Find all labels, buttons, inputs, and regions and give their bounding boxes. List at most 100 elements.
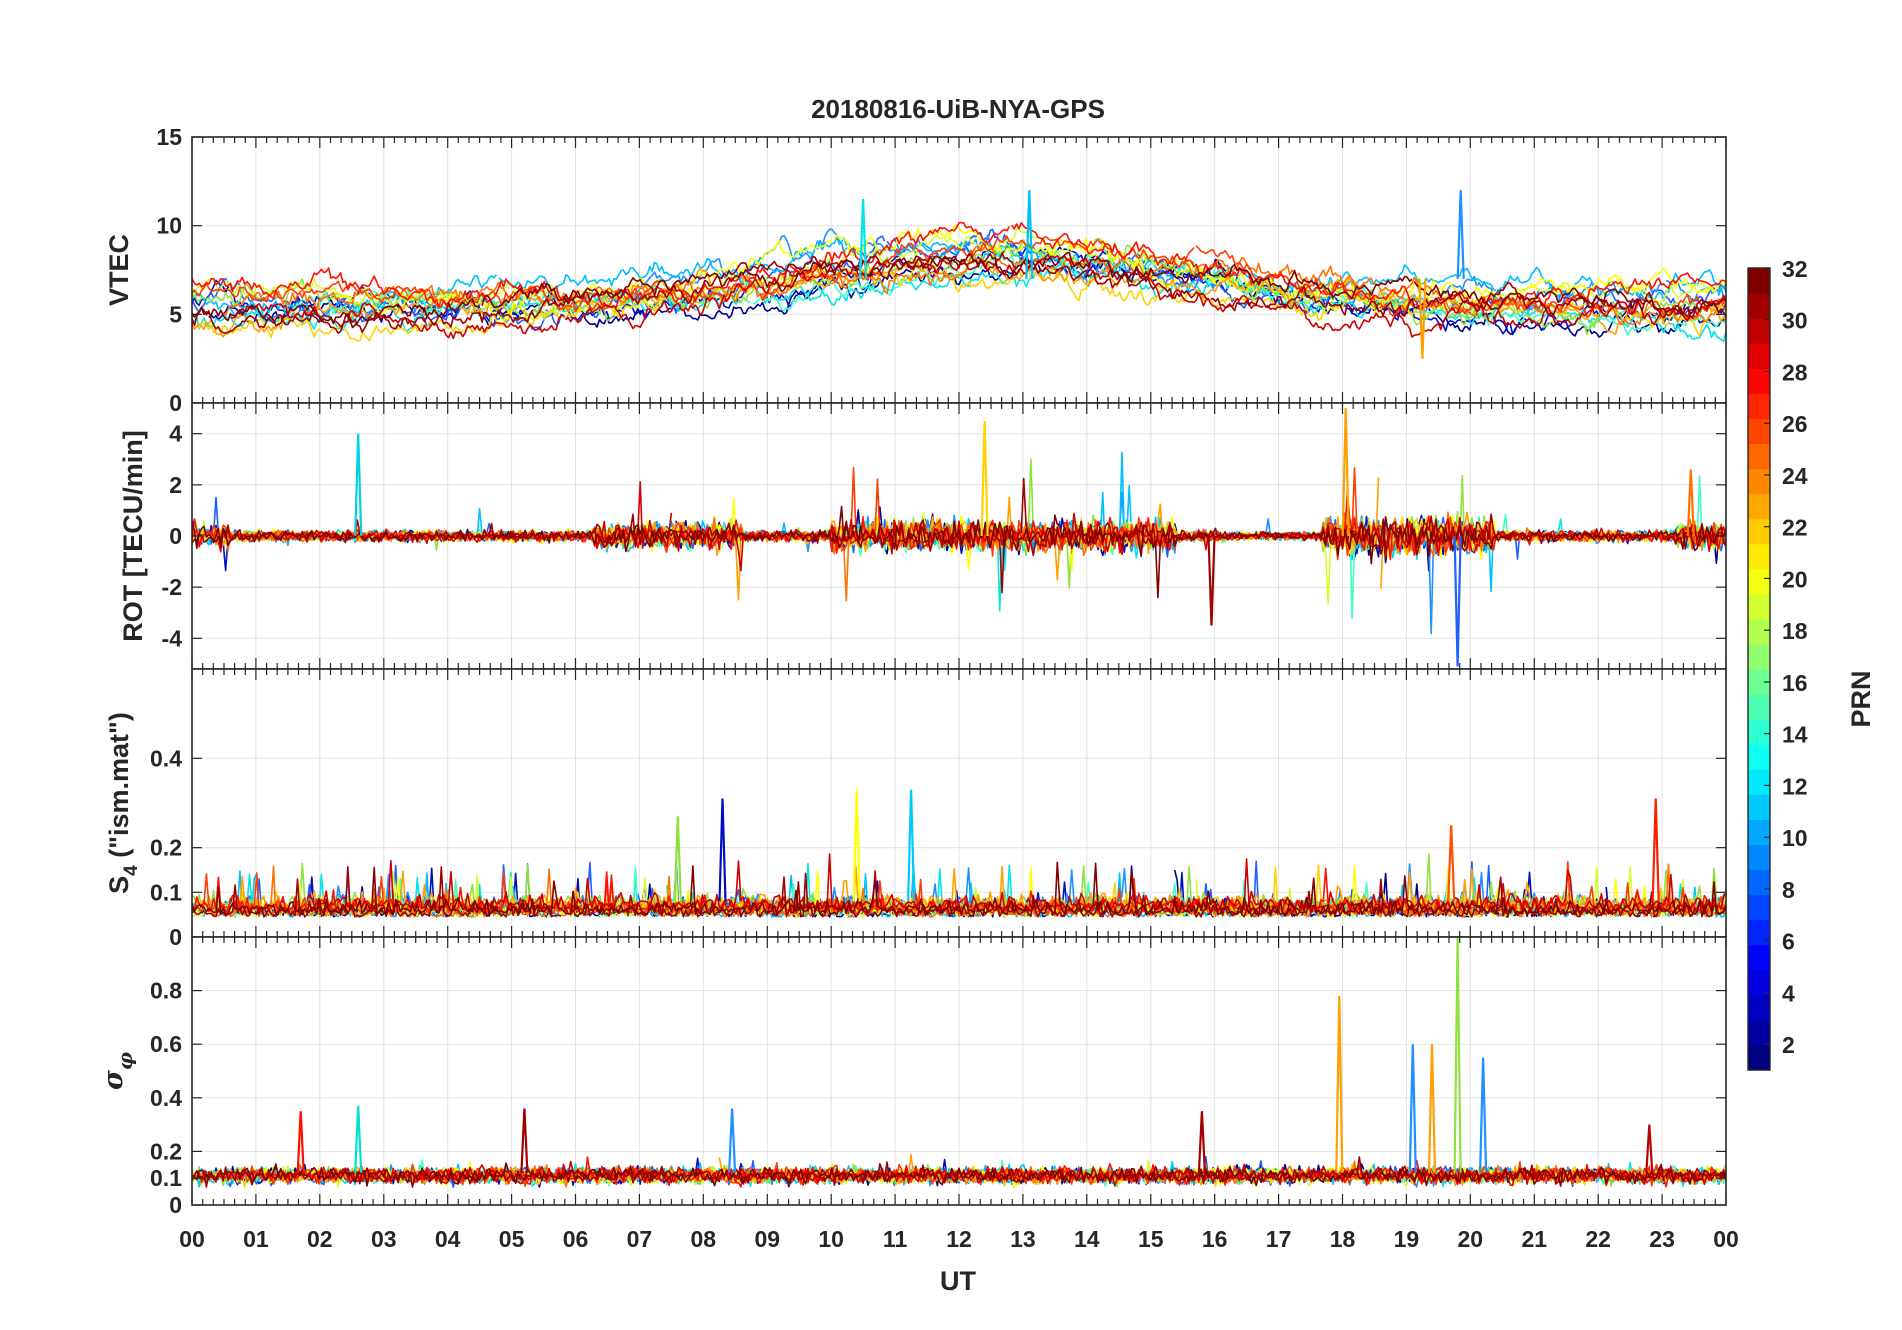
colorbar-segment xyxy=(1748,593,1770,620)
colorbar-segment xyxy=(1748,844,1770,871)
colorbar-tick-label: 24 xyxy=(1782,463,1808,489)
x-ticks xyxy=(191,937,1727,1205)
event-spike xyxy=(1427,1044,1437,1173)
event-spike xyxy=(852,789,861,902)
colorbar-segment xyxy=(1748,268,1770,294)
series-line xyxy=(563,872,1181,918)
colorbar-tick-label: 10 xyxy=(1782,825,1808,851)
x-tick-label: 10 xyxy=(818,1226,844,1252)
x-tick-label: 09 xyxy=(755,1226,781,1252)
colorbar-segment xyxy=(1748,794,1770,820)
event-spike xyxy=(980,420,989,537)
colorbar-segment xyxy=(1748,493,1770,520)
series-line xyxy=(208,865,598,918)
series-line xyxy=(889,228,1279,293)
event-spike xyxy=(296,1111,305,1173)
colorbar-segment xyxy=(1748,669,1770,695)
x-tick-label: 18 xyxy=(1330,1226,1356,1252)
panel-series xyxy=(192,937,1726,1189)
colorbar-segment xyxy=(1748,994,1770,1021)
colorbar-tick-label: 18 xyxy=(1782,618,1808,644)
x-tick-label: 13 xyxy=(1010,1226,1036,1252)
colorbar-segment xyxy=(1748,894,1770,921)
event-spike xyxy=(859,199,868,279)
y-tick-label: 0.2 xyxy=(150,835,182,861)
series-line xyxy=(192,267,680,309)
event-spike xyxy=(728,1108,737,1173)
colorbar-tick-label: 4 xyxy=(1782,980,1795,1006)
series-line xyxy=(192,865,562,918)
colorbar-tick-label: 16 xyxy=(1782,670,1808,696)
y-tick-label: 0.4 xyxy=(150,1085,182,1111)
x-axis-label: UT xyxy=(940,1266,976,1296)
x-tick-label: 14 xyxy=(1074,1226,1100,1252)
event-spike xyxy=(1456,190,1465,279)
colorbar-segment xyxy=(1748,719,1770,745)
series-line xyxy=(192,298,480,329)
series-line xyxy=(230,301,564,340)
y-tick-label: 2 xyxy=(169,472,182,498)
series-line xyxy=(192,520,562,550)
series-line xyxy=(886,514,1726,599)
event-spike xyxy=(1418,278,1427,359)
panel-vtec: 0 5 10 15 VTEC xyxy=(104,124,1727,416)
event-spike xyxy=(673,816,682,902)
y-tick-label: 0.1 xyxy=(150,1165,182,1191)
series-line xyxy=(1528,296,1726,337)
y-tick-label: 15 xyxy=(156,124,182,150)
colorbar-segment xyxy=(1748,543,1770,570)
colorbar-tick-label: 28 xyxy=(1782,360,1808,386)
y-tick-label: 0.4 xyxy=(150,745,182,771)
y-tick-label: 0 xyxy=(169,1192,182,1218)
x-tick-label: 07 xyxy=(627,1226,653,1252)
x-tick-label: 00 xyxy=(179,1226,205,1252)
colorbar-segment xyxy=(1748,1044,1770,1071)
y-tick-label: -4 xyxy=(162,625,183,651)
x-axis: 00 01 02 03 04 05 06 07 08 09 10 11 12 13 14 15 16 17 18 19… xyxy=(179,1226,1739,1252)
colorbar-segment xyxy=(1748,694,1770,720)
x-ticks xyxy=(191,137,1727,403)
event-spike xyxy=(1341,408,1350,537)
series-line xyxy=(1574,311,1726,337)
y-tick-label: 0 xyxy=(169,924,182,950)
event-spike xyxy=(907,789,916,902)
series-line xyxy=(1011,222,1430,311)
series-line xyxy=(1265,294,1726,338)
event-spike xyxy=(1447,825,1456,902)
y-tick-label: 4 xyxy=(169,421,182,447)
x-tick-label: 15 xyxy=(1138,1226,1164,1252)
event-spike xyxy=(1651,798,1660,902)
colorbar-tick-label: 6 xyxy=(1782,929,1795,955)
colorbar-tick-label: 8 xyxy=(1782,877,1795,903)
event-spike xyxy=(1479,1057,1488,1173)
y-tick-label: 0.1 xyxy=(150,879,182,905)
series-line xyxy=(661,1162,1097,1186)
colorbar-segment xyxy=(1748,819,1770,846)
y-tick-label: -2 xyxy=(162,574,182,600)
series-line xyxy=(192,1162,522,1187)
colorbar-segment xyxy=(1748,869,1770,896)
colorbar-segment xyxy=(1748,919,1770,946)
event-spike xyxy=(354,433,363,537)
panel-series xyxy=(192,190,1726,359)
y-tick-label: 0 xyxy=(169,390,182,416)
x-tick-label: 04 xyxy=(435,1226,461,1252)
series-line xyxy=(598,876,1104,918)
y-tick-label: 0 xyxy=(169,523,182,549)
panel-sigma: 00.10.2 0.4 0.6 0.8 σφ xyxy=(98,936,1727,1218)
x-tick-label: 17 xyxy=(1266,1226,1292,1252)
x-ticks xyxy=(191,403,1727,669)
x-tick-label: 23 xyxy=(1649,1226,1675,1252)
y-tick-label: 0.6 xyxy=(150,1031,182,1057)
event-spike xyxy=(1335,995,1344,1173)
colorbar-segment xyxy=(1748,443,1770,470)
colorbar-segment xyxy=(1748,318,1770,344)
colorbar-tick-label: 20 xyxy=(1782,567,1808,593)
colorbar-segment xyxy=(1748,744,1770,770)
x-tick-label: 20 xyxy=(1458,1226,1484,1252)
colorbar-segment xyxy=(1748,618,1770,645)
y-tick-label: 0.2 xyxy=(150,1138,182,1164)
colorbar-segment xyxy=(1748,944,1770,971)
